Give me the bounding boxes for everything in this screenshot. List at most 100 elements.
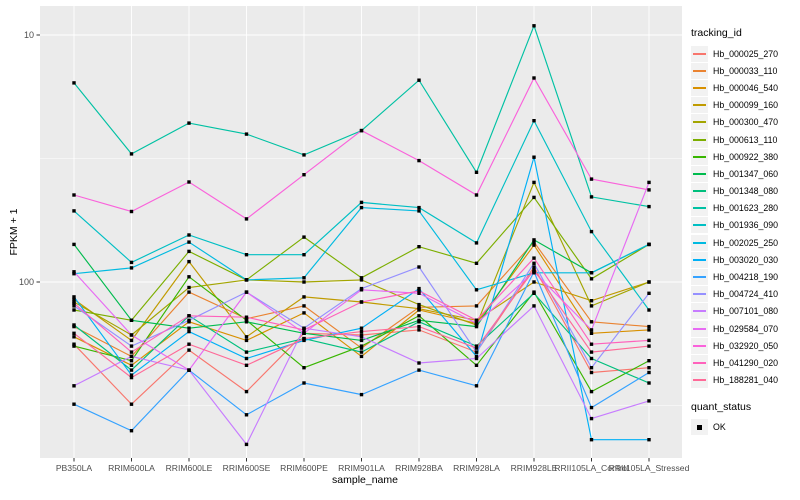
legend-key	[691, 372, 708, 389]
data-point-marker	[302, 253, 306, 257]
data-point-marker	[359, 200, 364, 205]
legend-line-swatch-icon	[693, 69, 706, 72]
data-point-marker	[532, 76, 536, 80]
legend-label: Hb_000099_160	[713, 100, 779, 111]
legend-label: Hb_004724_410	[713, 289, 779, 300]
data-point-marker	[417, 302, 421, 307]
data-point-marker	[302, 276, 306, 280]
legend-item-Hb_041290_020: Hb_041290_020	[691, 354, 799, 371]
data-point-marker	[474, 304, 479, 308]
data-point-marker	[72, 301, 76, 305]
x-tick-label: RRIM928BA	[395, 463, 443, 473]
data-point-marker	[302, 331, 306, 335]
data-point-marker	[474, 241, 479, 245]
legend-line-swatch-icon	[693, 327, 706, 330]
legend-label: Hb_001623_280	[713, 203, 779, 214]
data-point-marker	[589, 356, 594, 361]
legend-key	[691, 45, 708, 62]
data-point-marker	[589, 195, 594, 199]
data-point-marker	[72, 81, 76, 85]
legend-line-swatch-icon	[693, 172, 706, 175]
legend-key	[691, 354, 708, 371]
data-point-marker	[302, 295, 306, 299]
data-point-marker	[72, 295, 76, 299]
data-point-marker	[532, 256, 536, 260]
legend-line-swatch-icon	[693, 293, 706, 296]
data-point-marker	[474, 321, 479, 326]
legend-item-Hb_003020_030: Hb_003020_030	[691, 251, 799, 268]
data-point-marker	[647, 308, 651, 312]
data-point-marker	[647, 399, 651, 403]
data-point-marker	[244, 217, 249, 221]
data-point-marker	[129, 338, 134, 343]
legend-key	[691, 79, 708, 96]
legend-key	[691, 286, 708, 303]
legend-title-quant-status: quant_status	[691, 400, 752, 413]
data-point-marker	[359, 329, 364, 334]
data-point-marker	[532, 261, 536, 265]
data-point-marker	[302, 304, 306, 308]
data-point-marker	[647, 291, 651, 295]
data-point-marker	[72, 242, 76, 247]
data-point-marker	[417, 286, 421, 291]
data-point-marker	[647, 204, 651, 209]
data-point-marker	[589, 271, 594, 275]
data-point-marker	[532, 24, 536, 28]
legend-item-Hb_004724_410: Hb_004724_410	[691, 286, 799, 303]
legend-line-swatch-icon	[693, 86, 706, 89]
data-point-marker	[359, 128, 364, 133]
data-point-marker	[417, 314, 421, 318]
data-point-marker	[359, 333, 364, 337]
data-point-marker	[244, 363, 249, 367]
data-point-marker	[129, 375, 134, 380]
x-tick-label: RRII105LA_Control	[554, 463, 629, 473]
data-point-marker	[359, 276, 364, 280]
data-point-marker	[359, 335, 364, 339]
data-point-marker	[589, 366, 594, 370]
data-point-marker	[187, 318, 191, 322]
data-point-marker	[187, 240, 191, 244]
data-point-marker	[647, 328, 651, 332]
legend-title-tracking-id: tracking_id	[691, 27, 742, 39]
data-point-marker	[532, 195, 536, 200]
data-point-marker	[589, 177, 594, 181]
legend-key	[691, 131, 708, 148]
data-point-marker	[589, 277, 594, 281]
data-point-marker	[244, 315, 249, 319]
data-point-marker	[302, 336, 306, 341]
data-point-marker	[129, 350, 134, 354]
legend-line-swatch-icon	[693, 344, 706, 347]
x-tick-label: RRIM928LA	[453, 463, 500, 473]
legend-line-swatch-icon	[693, 310, 706, 313]
data-point-marker	[474, 261, 479, 265]
data-point-marker	[359, 392, 364, 397]
data-point-marker	[417, 78, 421, 82]
legend-item-Hb_002025_250: Hb_002025_250	[691, 234, 799, 251]
data-point-marker	[359, 346, 364, 350]
data-point-marker	[532, 268, 536, 272]
legend-label: Hb_000046_540	[713, 82, 779, 93]
x-tick-label: RRIM600LE	[166, 463, 213, 473]
data-point-marker	[359, 354, 364, 359]
data-point-marker	[647, 370, 651, 375]
data-point-marker	[187, 326, 191, 330]
data-point-marker	[589, 370, 594, 375]
legend-item-Hb_029584_070: Hb_029584_070	[691, 320, 799, 337]
data-point-marker	[187, 290, 191, 294]
data-point-marker	[474, 193, 479, 197]
data-point-marker	[187, 368, 191, 372]
data-point-marker	[417, 289, 421, 293]
legend-item-ok: OK	[691, 419, 799, 436]
legend-label: Hb_002025_250	[713, 237, 779, 248]
data-point-marker	[244, 335, 249, 339]
legend-line-swatch-icon	[693, 224, 706, 227]
data-point-marker	[532, 155, 536, 159]
legend-item-Hb_000025_270: Hb_000025_270	[691, 45, 799, 62]
data-point-marker	[589, 389, 594, 394]
data-point-marker	[589, 320, 594, 324]
data-point-marker	[359, 205, 364, 210]
legend-item-Hb_000613_110: Hb_000613_110	[691, 131, 799, 148]
legend-line-swatch-icon	[693, 190, 706, 193]
legend-quant-status: quant_status OK	[691, 401, 799, 436]
